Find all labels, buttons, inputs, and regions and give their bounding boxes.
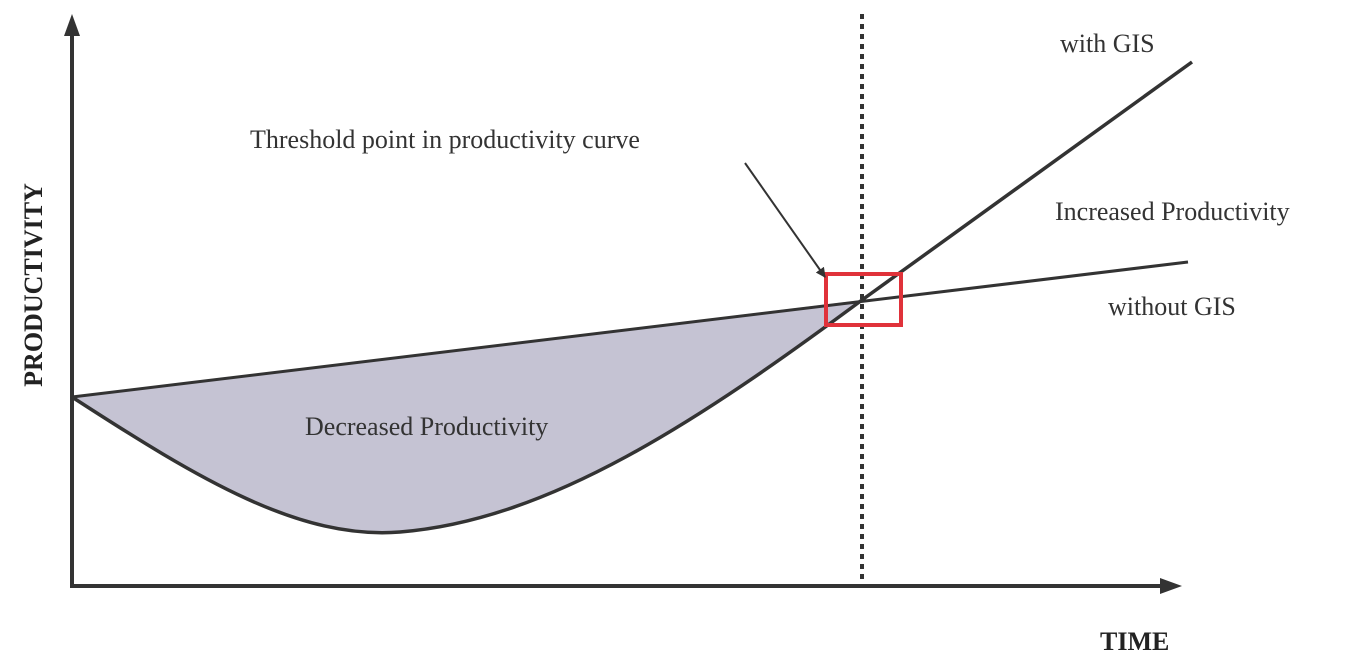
threshold-label: Threshold point in productivity curve — [250, 125, 640, 154]
x-axis-label: TIME — [1100, 627, 1169, 656]
decreased-label: Decreased Productivity — [305, 412, 548, 441]
with-gis-curve — [71, 60, 1194, 535]
without-gis-line — [71, 260, 1189, 399]
threshold-box — [824, 272, 903, 327]
with-gis-label: with GIS — [1060, 29, 1155, 58]
decreased-area — [72, 300, 862, 533]
without-gis-label: without GIS — [1108, 292, 1236, 321]
increased-label: Increased Productivity — [1055, 197, 1290, 226]
x-axis-arrow — [1160, 578, 1182, 594]
threshold-arrow — [744, 162, 826, 278]
y-axis-arrow — [64, 14, 80, 36]
y-axis-label: PRODUCTIVITY — [19, 183, 48, 387]
